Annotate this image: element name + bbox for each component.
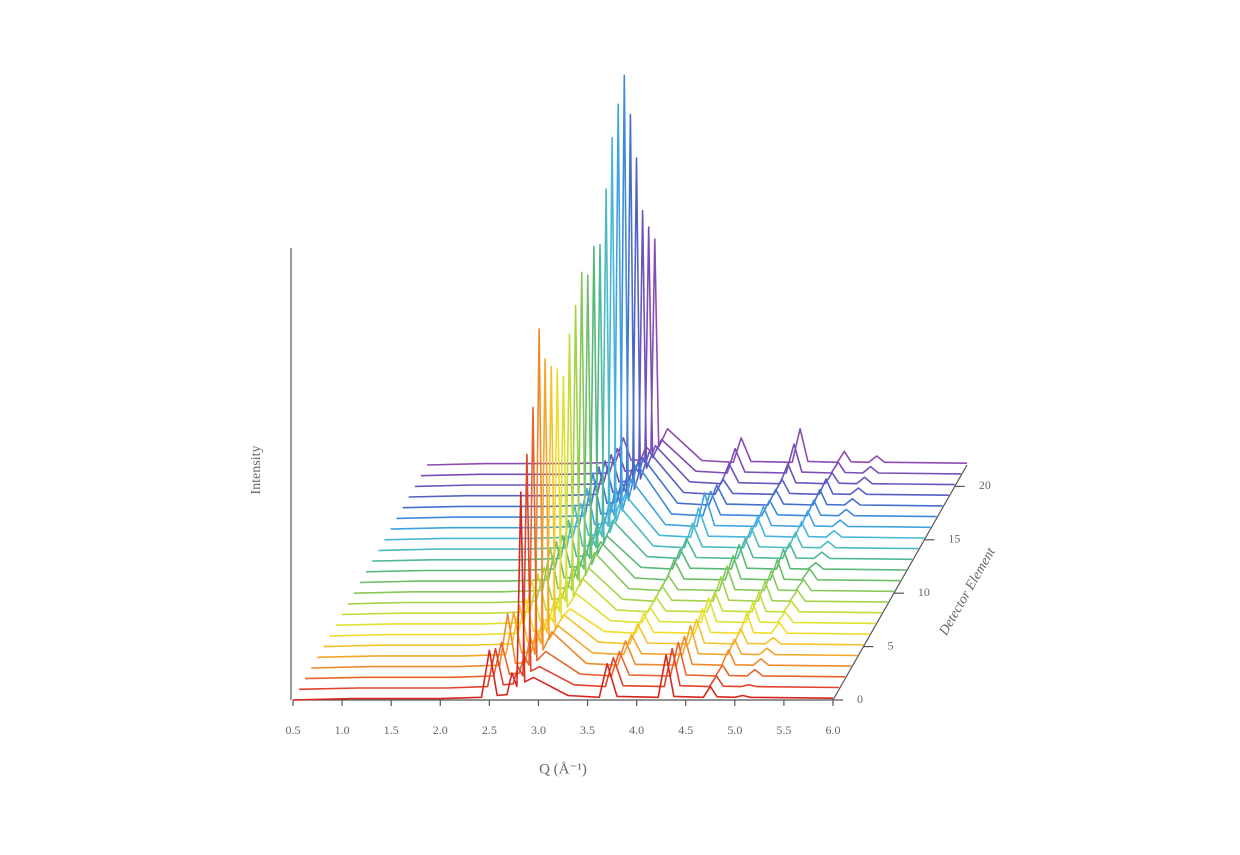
trace	[372, 243, 913, 562]
z-axis-label: Detector Element	[936, 545, 999, 640]
z-axis	[832, 464, 968, 701]
trace	[359, 274, 901, 584]
trace	[366, 245, 907, 573]
trace	[347, 304, 888, 605]
trace	[292, 491, 834, 701]
x-tick-label: 4.0	[629, 723, 644, 737]
x-tick-label: 0.5	[286, 723, 301, 737]
x-tick-label: 2.5	[482, 723, 497, 737]
x-tick-label: 6.0	[826, 723, 841, 737]
trace	[317, 358, 858, 659]
trace	[420, 226, 961, 477]
trace	[426, 238, 968, 466]
trace	[408, 157, 949, 498]
x-tick-label: 5.0	[727, 723, 742, 737]
x-tick-label: 1.0	[335, 723, 350, 737]
trace	[390, 103, 931, 530]
x-tick-label: 2.0	[433, 723, 448, 737]
x-tick-label: 3.0	[531, 723, 546, 737]
trace	[299, 453, 840, 691]
trace	[335, 375, 876, 626]
trace	[402, 113, 943, 509]
z-tick-label: 0	[857, 692, 863, 706]
z-tick-label: 20	[979, 478, 991, 492]
z-tick-label: 10	[918, 585, 930, 599]
trace	[396, 74, 937, 520]
z-tick-label: 5	[887, 638, 893, 652]
trace	[378, 188, 919, 552]
x-tick-label: 1.5	[384, 723, 399, 737]
trace	[384, 136, 925, 541]
trace	[414, 209, 955, 488]
trace	[353, 271, 894, 594]
x-axis-label: Q (Å⁻¹)	[539, 761, 587, 777]
x-tick-label: 4.5	[678, 723, 693, 737]
y-axis-label: Intensity	[249, 446, 264, 495]
trace	[305, 406, 846, 680]
x-tick-label: 5.5	[776, 723, 791, 737]
trace	[341, 333, 882, 616]
trace	[329, 368, 870, 637]
x-tick-label: 3.5	[580, 723, 595, 737]
z-tick-label: 15	[948, 532, 960, 546]
trace	[311, 328, 852, 669]
trace	[323, 365, 864, 648]
